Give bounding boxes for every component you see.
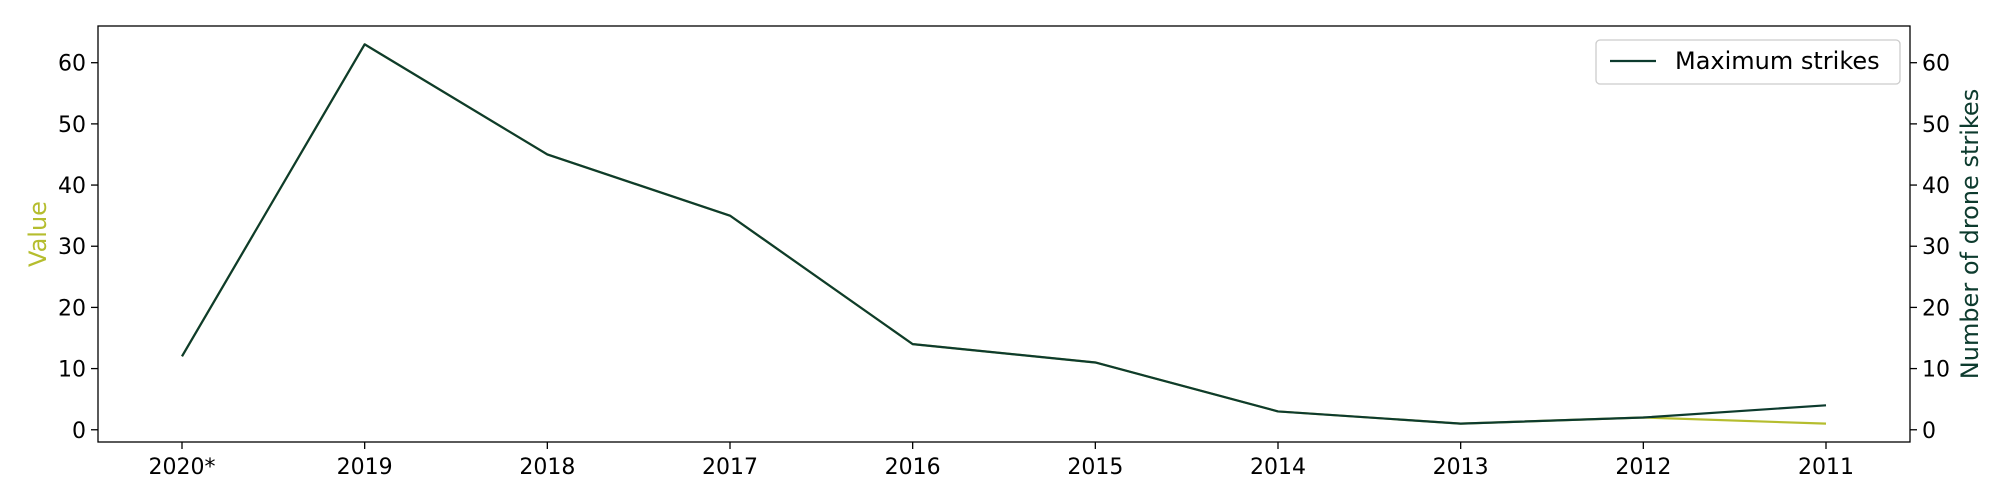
y-right-tick-label: 60: [1922, 52, 1950, 77]
x-tick-label: 2013: [1433, 455, 1489, 480]
y-axis-right: 0 10 20 30 40 50 60: [1910, 52, 1950, 444]
series-layer: [181, 43, 1827, 425]
x-tick-label: 2017: [702, 455, 758, 480]
plot-area: [97, 25, 1911, 443]
y-left-tick-label: 10: [58, 358, 86, 383]
x-tick-label: 2018: [519, 455, 575, 480]
x-axis: 2020* 2019 2018 2017 2016 2015 2014 2013 2012 201…: [149, 442, 1854, 480]
y-right-tick-label: 20: [1922, 296, 1950, 321]
y-left-tick-label: 20: [58, 296, 86, 321]
x-tick-label: 2015: [1067, 455, 1123, 480]
y-left-tick-label: 50: [58, 113, 86, 138]
y-left-tick-label: 60: [58, 52, 86, 77]
legend-label-maximum-strikes: Maximum strikes: [1675, 47, 1880, 75]
y-right-tick-label: 50: [1922, 113, 1950, 138]
x-tick-label: 2020*: [149, 455, 216, 480]
x-tick-label: 2016: [885, 455, 941, 480]
x-tick-label: 2019: [337, 455, 393, 480]
legend-frame: [1595, 39, 1901, 85]
x-tick-label: 2012: [1615, 455, 1671, 480]
series-line-maximum-strikes: [181, 43, 1827, 425]
y-left-tick-label: 40: [58, 174, 86, 199]
legend: Maximum strikes: [1595, 39, 1901, 85]
y-axis-left: 0 10 20 30 40 50 60: [58, 52, 98, 444]
y-axis-left-title: Value: [24, 201, 52, 267]
y-axis-right-title: Number of drone strikes: [1956, 89, 1984, 379]
y-right-tick-label: 10: [1922, 358, 1950, 383]
y-right-tick-label: 40: [1922, 174, 1950, 199]
y-left-tick-label: 30: [58, 235, 86, 260]
x-tick-label: 2014: [1250, 455, 1306, 480]
y-right-tick-label: 30: [1922, 235, 1950, 260]
x-tick-label: 2011: [1798, 455, 1854, 480]
y-right-tick-label: 0: [1922, 419, 1936, 444]
y-left-tick-label: 0: [72, 419, 86, 444]
